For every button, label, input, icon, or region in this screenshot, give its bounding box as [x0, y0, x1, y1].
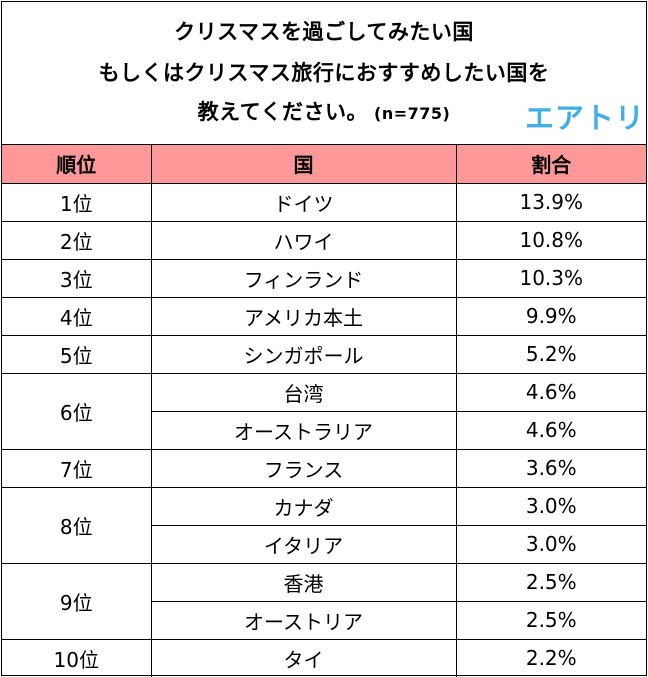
share-cell: 10.8% [455, 220, 646, 260]
title-line-3: 教えてください。 (n=775) [2, 96, 646, 126]
table-row: 8位 カナダ 3.0% [2, 486, 646, 564]
country-cell: アメリカ本土 [150, 296, 457, 336]
country-cell: カナダ [150, 486, 457, 526]
share-cell: 5.2% [455, 334, 646, 374]
rank-cell: 9位 [2, 562, 152, 640]
sample-size-note: (n=775) [374, 104, 451, 123]
rank-cell: 5位 [2, 334, 152, 374]
ranking-table: 順位 国 割合 1位 ドイツ 13.9% 2位 ハワイ 10.8% 3位 フィンランド 10.3… [2, 145, 646, 677]
rank-cell: 6位 [2, 372, 152, 450]
country-cell: ハワイ [150, 220, 457, 260]
share-cell: 2.5% [455, 600, 646, 640]
country-cell: オーストラリア [151, 410, 457, 450]
country-cell: ドイツ [150, 182, 457, 222]
table-row: 6位 台湾 4.6% [2, 372, 646, 450]
table-row: 3位 フィンランド 10.3% [2, 258, 646, 298]
share-cell: 10.3% [455, 258, 646, 298]
table-header-row: 順位 国 割合 [2, 145, 646, 184]
column-header-share: 割合 [455, 145, 646, 184]
table-row: 1位 ドイツ 13.9% [2, 182, 646, 222]
share-cell: 3.0% [455, 486, 646, 526]
table-row: 10位 タイ 2.2% [2, 638, 646, 677]
ranking-table-body: 1位 ドイツ 13.9% 2位 ハワイ 10.8% 3位 フィンランド 10.3% 4位 アメリカ本… [2, 182, 646, 677]
share-cell: 9.9% [455, 296, 646, 336]
title-header: クリスマスを過ごしてみたい国 もしくはクリスマス旅行におすすめしたい国を 教えて… [2, 2, 646, 145]
rank-cell: 7位 [2, 448, 152, 488]
country-cell: タイ [150, 638, 457, 677]
country-cell: 香港 [150, 562, 457, 602]
country-cell: 台湾 [150, 372, 457, 412]
country-cell: オーストリア [151, 600, 457, 640]
share-cell: 4.6% [455, 372, 646, 412]
title-line-3-text: 教えてください。 [197, 100, 368, 124]
rank-cell: 10位 [2, 638, 152, 677]
table-row: 5位 シンガポール 5.2% [2, 334, 646, 374]
rank-cell: 4位 [2, 296, 152, 336]
rank-cell: 1位 [2, 182, 152, 222]
table-row: 9位 香港 2.5% [2, 562, 646, 640]
title-line-1: クリスマスを過ごしてみたい国 [174, 20, 474, 44]
country-cell: フィンランド [150, 258, 457, 298]
share-cell: 3.6% [455, 448, 646, 488]
table-row: 4位 アメリカ本土 9.9% [2, 296, 646, 336]
country-cell: イタリア [151, 524, 457, 564]
rank-cell: 2位 [2, 220, 152, 260]
rank-cell: 3位 [2, 258, 152, 298]
table-row: 7位 フランス 3.6% [2, 448, 646, 488]
table-row: 2位 ハワイ 10.8% [2, 220, 646, 260]
share-cell: 2.2% [455, 638, 646, 677]
rank-cell: 8位 [2, 486, 152, 564]
share-cell: 13.9% [455, 182, 646, 222]
table-row: オーストラリア 4.6% [2, 410, 646, 450]
share-cell: 2.5% [455, 562, 646, 602]
column-header-rank: 順位 [2, 145, 152, 184]
country-cell: フランス [150, 448, 457, 488]
table-row: イタリア 3.0% [2, 524, 646, 564]
airtrip-logo: エアトリ [525, 101, 646, 135]
country-cell: シンガポール [150, 334, 457, 374]
share-cell: 4.6% [455, 410, 646, 450]
column-header-country: 国 [150, 145, 457, 184]
share-cell: 3.0% [455, 524, 646, 564]
title-line-2: もしくはクリスマス旅行におすすめしたい国を [98, 61, 550, 85]
